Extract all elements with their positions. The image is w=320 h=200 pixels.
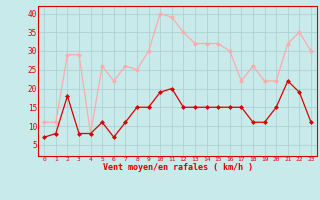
X-axis label: Vent moyen/en rafales ( km/h ): Vent moyen/en rafales ( km/h ) (103, 163, 252, 172)
